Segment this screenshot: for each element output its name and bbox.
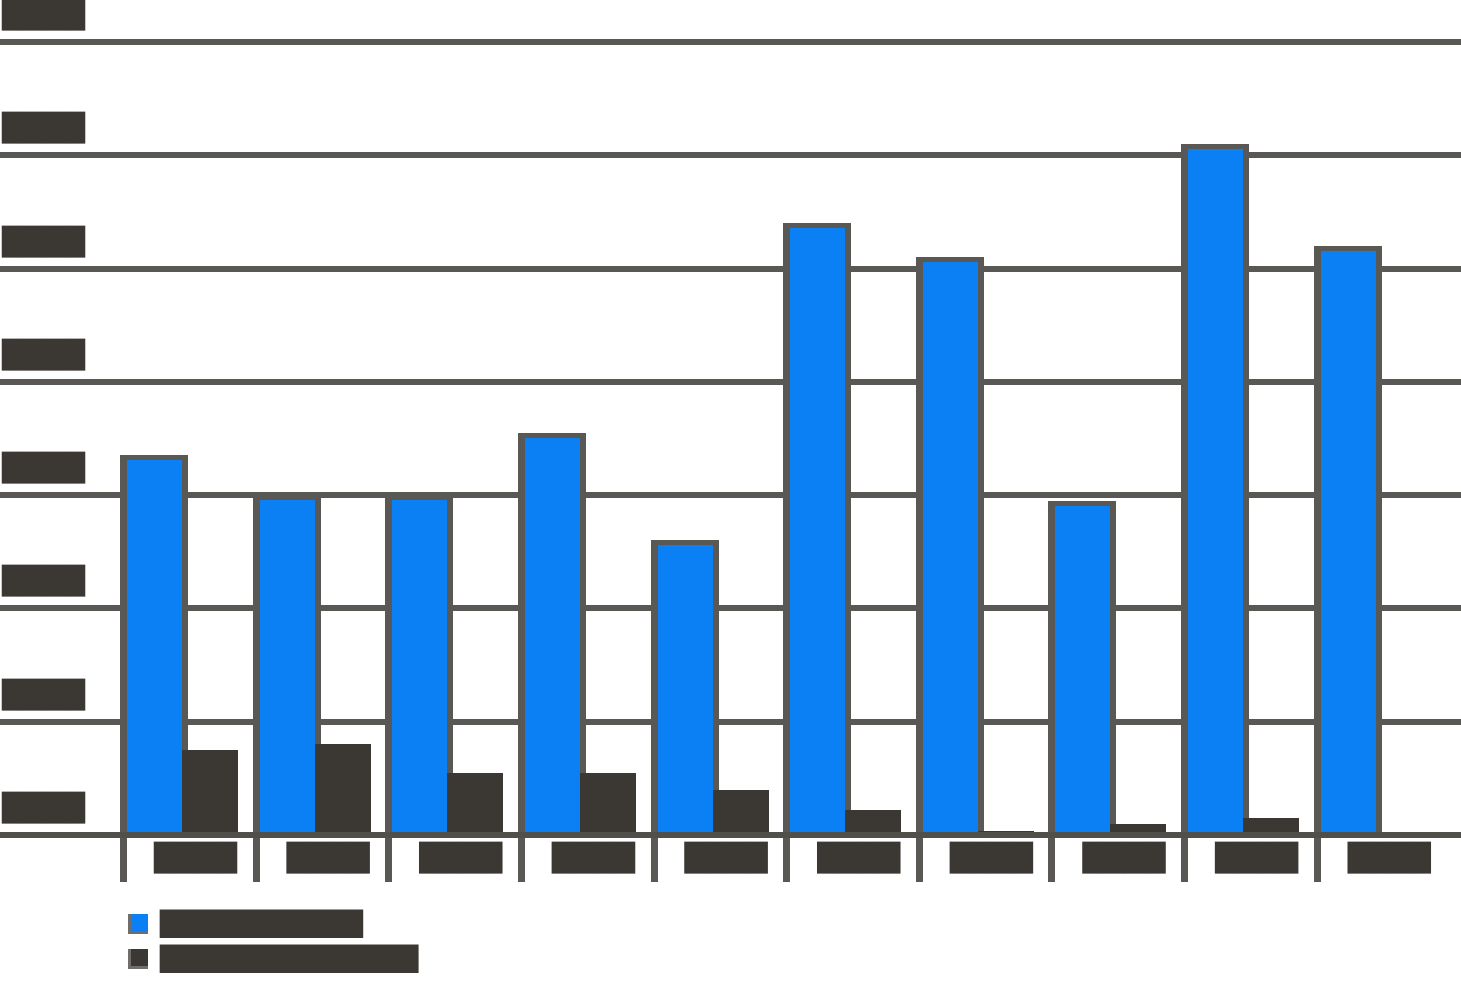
y-axis-label-redacted: ████ bbox=[2, 453, 86, 485]
bar-series2[interactable] bbox=[712, 789, 769, 835]
gridline bbox=[0, 38, 1461, 45]
bar-series2[interactable] bbox=[182, 750, 238, 835]
bar-side-shade bbox=[579, 432, 586, 835]
gridline bbox=[0, 265, 1461, 272]
x-axis-label-redacted: ████ bbox=[154, 843, 238, 874]
y-axis-label-redacted: ████ bbox=[2, 0, 86, 31]
legend-swatch-series2-icon bbox=[128, 949, 148, 969]
gridline bbox=[0, 605, 1461, 612]
y-axis-label-redacted: ████ bbox=[2, 566, 86, 598]
bar-series1[interactable] bbox=[657, 545, 713, 835]
bar-top-shade bbox=[783, 223, 846, 229]
legend-swatch-series1-icon bbox=[128, 914, 148, 934]
bar-top-shade bbox=[120, 455, 182, 461]
legend-item-series1[interactable]: ███████████ bbox=[128, 912, 418, 936]
chart-legend: ███████████ ██████████████ bbox=[128, 912, 418, 982]
x-axis-label-redacted: ████ bbox=[1082, 843, 1166, 874]
bar-side-shade bbox=[845, 223, 852, 835]
bar-series1[interactable] bbox=[127, 460, 182, 835]
category-tick bbox=[517, 432, 525, 882]
bar-series1[interactable] bbox=[259, 500, 315, 835]
bar-series2[interactable] bbox=[314, 744, 371, 835]
gridline bbox=[0, 492, 1461, 499]
y-axis-label-redacted: ████ bbox=[2, 339, 86, 371]
bar-side-shade bbox=[977, 257, 984, 835]
bar-side-shade bbox=[182, 455, 188, 835]
x-axis-label-redacted: ████ bbox=[286, 843, 370, 874]
bar-side-shade bbox=[314, 495, 321, 835]
bar-series1[interactable] bbox=[1055, 505, 1111, 835]
x-axis-label-redacted: ████ bbox=[1215, 843, 1299, 874]
bar-side-shade bbox=[1375, 245, 1382, 835]
bar-side-shade bbox=[1243, 143, 1250, 835]
bar-series1[interactable] bbox=[922, 262, 978, 835]
x-axis-label-redacted: ████ bbox=[817, 843, 901, 874]
bar-top-shade bbox=[650, 540, 713, 546]
category-tick bbox=[915, 257, 923, 882]
bar-series1[interactable] bbox=[392, 500, 448, 835]
bar-series1[interactable] bbox=[790, 228, 846, 835]
bar-series2[interactable] bbox=[845, 809, 902, 835]
x-axis-label-redacted: ████ bbox=[551, 843, 635, 874]
bar-series2[interactable] bbox=[1243, 818, 1300, 835]
bar-top-shade bbox=[517, 432, 580, 438]
bar-top-shade bbox=[252, 495, 315, 501]
legend-label-series2-redacted: ██████████████ bbox=[160, 945, 419, 973]
x-axis-label-redacted: ████ bbox=[419, 843, 503, 874]
bar-series2[interactable] bbox=[447, 772, 504, 835]
bar-side-shade bbox=[712, 540, 719, 835]
bar-side-shade bbox=[1110, 500, 1117, 835]
gridline bbox=[0, 378, 1461, 385]
bar-series1[interactable] bbox=[1320, 250, 1376, 835]
bar-series2[interactable] bbox=[579, 772, 636, 835]
category-tick bbox=[783, 223, 791, 882]
bar-top-shade bbox=[915, 257, 978, 263]
bar-top-shade bbox=[1181, 143, 1244, 149]
bar-top-shade bbox=[1313, 245, 1376, 251]
category-tick bbox=[252, 495, 260, 882]
y-axis-label-redacted: ████ bbox=[2, 793, 86, 824]
category-tick bbox=[1313, 245, 1321, 882]
x-axis-label-redacted: ████ bbox=[684, 843, 768, 874]
gridline bbox=[0, 718, 1461, 725]
category-tick bbox=[1181, 143, 1189, 882]
category-tick bbox=[120, 455, 127, 882]
bar-series2[interactable] bbox=[1110, 823, 1167, 835]
y-axis-label-redacted: ████ bbox=[2, 113, 86, 145]
bar-series1[interactable] bbox=[524, 437, 580, 835]
bar-top-shade bbox=[385, 495, 448, 501]
x-axis-line bbox=[0, 832, 1461, 838]
gridline bbox=[0, 152, 1461, 159]
category-tick bbox=[385, 495, 393, 882]
bar-top-shade bbox=[1048, 500, 1111, 506]
bar-side-shade bbox=[447, 495, 454, 835]
category-tick bbox=[1048, 500, 1056, 882]
x-axis-label-redacted: ████ bbox=[1347, 843, 1431, 874]
x-axis-label-redacted: ████ bbox=[949, 843, 1033, 874]
category-tick bbox=[650, 540, 658, 882]
y-axis-label-redacted: ████ bbox=[2, 679, 86, 711]
legend-label-series1-redacted: ███████████ bbox=[160, 910, 364, 938]
legend-item-series2[interactable]: ██████████████ bbox=[128, 947, 418, 971]
bar-series1[interactable] bbox=[1188, 148, 1244, 835]
y-axis-label-redacted: ████ bbox=[2, 226, 86, 258]
